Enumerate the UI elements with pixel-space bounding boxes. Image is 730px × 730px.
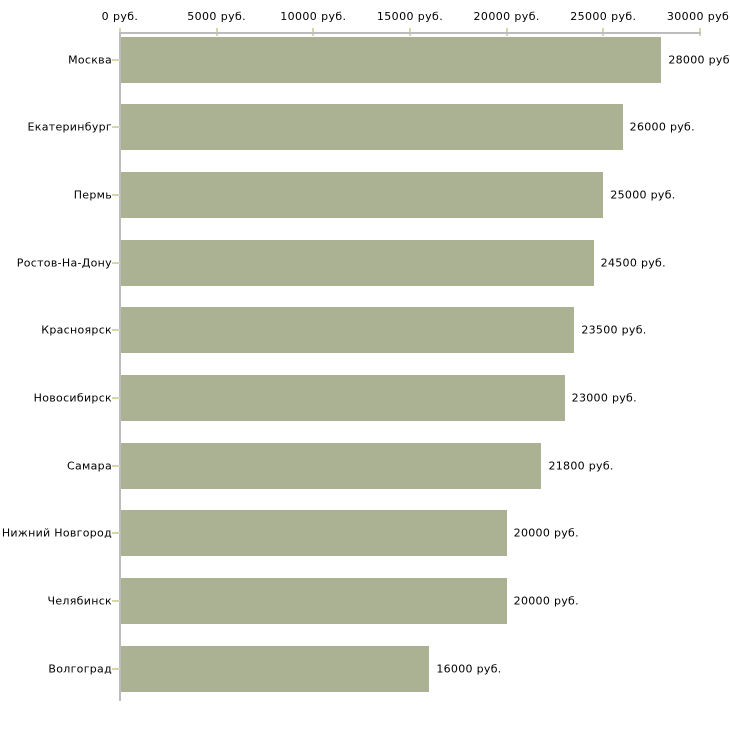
bar <box>121 510 507 557</box>
category-label: Челябинск <box>47 594 112 608</box>
category-label: Самара <box>67 459 112 473</box>
bar <box>121 375 565 421</box>
y-axis-tick-mark <box>112 58 120 61</box>
x-axis-line <box>119 32 701 34</box>
x-axis-tick-label: 10000 руб. <box>280 10 347 23</box>
bar <box>121 645 430 692</box>
value-label: 20000 руб. <box>513 594 579 608</box>
bar <box>121 307 575 354</box>
x-axis-tick-label: 0 руб. <box>101 10 139 23</box>
y-axis-tick-mark <box>112 261 120 264</box>
category-label: Нижний Новгород <box>1 526 112 540</box>
y-axis-tick-mark <box>112 600 120 603</box>
y-axis-tick-mark <box>112 193 120 196</box>
x-axis-tick-label: 25000 руб. <box>570 10 637 23</box>
x-axis-tick-label: 5000 руб. <box>187 10 247 23</box>
value-label: 25000 руб. <box>610 188 676 202</box>
category-label: Красноярск <box>41 323 112 337</box>
value-label: 24500 руб. <box>600 256 666 270</box>
y-axis-tick-mark <box>112 464 120 467</box>
y-axis-tick-mark <box>112 126 120 129</box>
category-label: Москва <box>68 53 112 66</box>
x-axis-tick-label: 20000 руб. <box>473 10 540 23</box>
bar <box>121 239 594 286</box>
value-label: 28000 руб. <box>668 53 730 66</box>
bar <box>121 578 507 625</box>
value-label: 23000 руб. <box>571 391 637 405</box>
category-label: Новосибирск <box>33 391 112 405</box>
value-label: 21800 руб. <box>548 459 614 473</box>
category-label: Екатеринбург <box>27 120 112 134</box>
value-label: 16000 руб. <box>436 662 502 676</box>
value-label: 26000 руб. <box>629 120 695 134</box>
x-axis-tick-label: 30000 руб. <box>666 10 730 23</box>
bar <box>121 171 604 218</box>
bar <box>121 36 662 83</box>
x-axis-tick-label: 15000 руб. <box>376 10 444 23</box>
y-axis-tick-mark <box>112 397 120 399</box>
y-axis-line <box>119 32 121 701</box>
category-label: Ростов-На-Дону <box>16 256 112 270</box>
category-label: Пермь <box>73 188 112 202</box>
value-label: 23500 руб. <box>581 323 647 337</box>
value-label: 20000 руб. <box>513 526 579 540</box>
y-axis-tick-mark <box>112 532 120 535</box>
bar <box>121 104 623 151</box>
bar <box>121 442 542 489</box>
category-label: Волгоград <box>48 662 112 676</box>
y-axis-tick-mark <box>112 667 120 670</box>
y-axis-tick-mark <box>112 329 120 332</box>
